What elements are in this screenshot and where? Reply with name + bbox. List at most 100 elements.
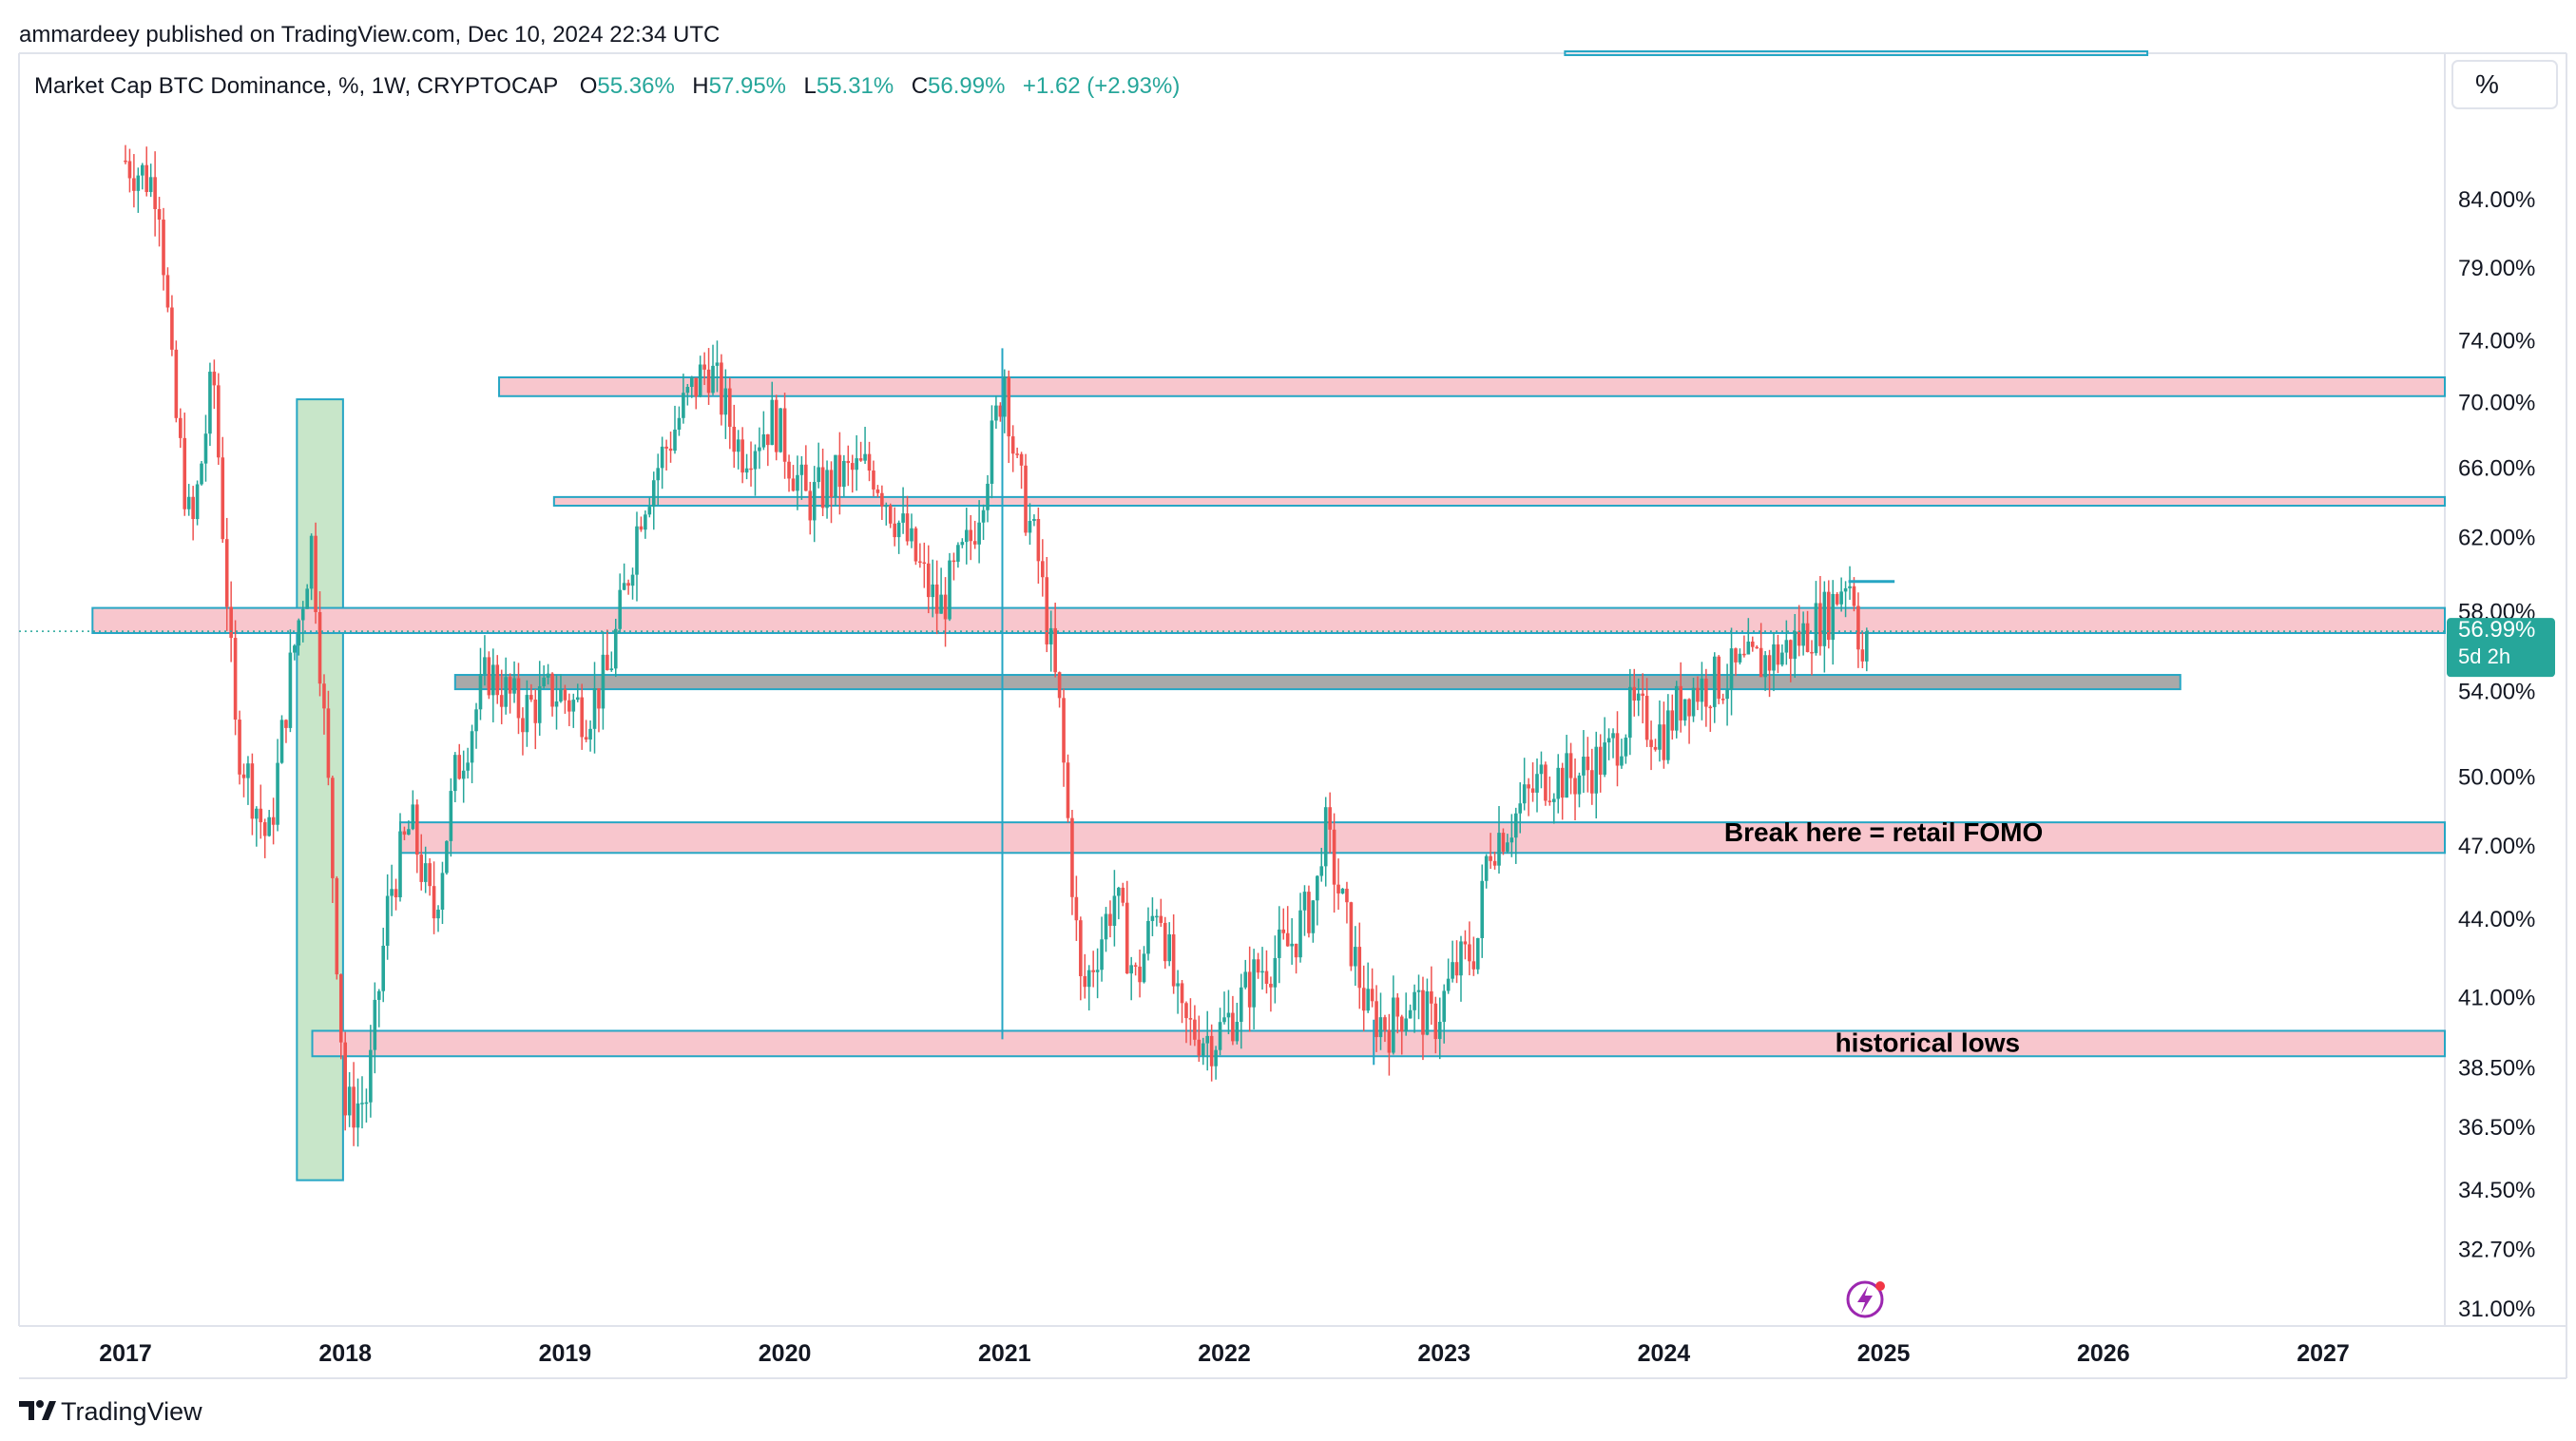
candle (212, 359, 217, 410)
candle (808, 481, 813, 535)
candle (1674, 681, 1679, 739)
candle (1180, 980, 1184, 1024)
price-tick-label: 32.70% (2458, 1237, 2535, 1262)
last-price-value: 56.99% (2458, 617, 2535, 643)
candle (1831, 580, 1836, 665)
candle (1370, 968, 1375, 1008)
candle (1843, 581, 1848, 618)
candle (440, 861, 445, 925)
candle (1273, 935, 1278, 1004)
candle (1086, 965, 1091, 1011)
candle (1565, 735, 1568, 798)
candle (626, 579, 630, 595)
candle (990, 405, 994, 499)
candle (533, 688, 538, 750)
candle (1653, 739, 1658, 752)
candle (770, 381, 775, 446)
candle (1188, 998, 1193, 1046)
candle (1311, 899, 1316, 943)
candle (1205, 1010, 1210, 1071)
published-info: ammardeey published on TradingView.com, … (19, 22, 720, 48)
lightning-icon[interactable] (1846, 1280, 1885, 1318)
candle (124, 144, 127, 164)
candle (1041, 539, 1045, 597)
time-tick-label: 2024 (1638, 1340, 1691, 1367)
candle (1586, 737, 1590, 793)
candle (174, 340, 179, 423)
candle (1281, 908, 1286, 940)
candle (896, 520, 901, 554)
candle (1307, 885, 1311, 938)
candle (855, 434, 858, 491)
candle (1100, 916, 1104, 982)
candle (271, 797, 276, 845)
candle (817, 442, 820, 489)
candle (1057, 671, 1062, 708)
scale-mode-button[interactable] (2451, 60, 2558, 109)
tradingview-logo-icon[interactable] (19, 1400, 56, 1420)
candle (449, 778, 453, 857)
candle (1628, 668, 1632, 756)
candle (1214, 1046, 1218, 1080)
candle (423, 846, 428, 893)
candle (1091, 951, 1095, 988)
candle (1302, 885, 1307, 936)
candle (445, 840, 449, 875)
candle (521, 707, 525, 756)
candle (1285, 906, 1290, 947)
candle (170, 295, 174, 356)
candle (1492, 851, 1497, 870)
candle (779, 408, 782, 453)
candle (635, 511, 639, 602)
candle (943, 577, 948, 647)
candle (491, 648, 495, 722)
candle (1028, 503, 1032, 546)
candle (1590, 748, 1594, 805)
candle (910, 513, 913, 548)
candle (1721, 693, 1725, 704)
candle (647, 497, 652, 518)
candle (516, 663, 521, 735)
candle (508, 673, 512, 714)
candle (1003, 369, 1007, 433)
candle (1074, 875, 1079, 941)
ohlc-legend: Market Cap BTC Dominance, %, 1W, CRYPTOC… (34, 73, 1180, 99)
candle (1827, 580, 1831, 649)
candle (977, 500, 981, 564)
candle (888, 503, 893, 528)
candle (1260, 947, 1264, 990)
candle (1459, 935, 1463, 1002)
candle (407, 820, 411, 836)
time-axis[interactable]: 2017 2018 2019 2020 2021 2022 2023 2024 2025 2026… (99, 1340, 2350, 1367)
candle (1349, 901, 1354, 971)
price-axis[interactable]: 84.00%79.00%74.00%70.00%66.00%62.00%58.0… (2458, 187, 2535, 1322)
candle (782, 393, 787, 479)
candle (208, 362, 212, 447)
candle (1780, 644, 1784, 667)
candle (478, 647, 483, 720)
candle (736, 430, 740, 470)
price-tick-label: 38.50% (2458, 1055, 2535, 1081)
candle (1691, 678, 1696, 722)
candle (293, 644, 297, 661)
candle (495, 655, 500, 704)
candle (1430, 966, 1433, 1026)
candle (964, 508, 969, 565)
candle (338, 973, 343, 1060)
candle (1383, 1014, 1387, 1043)
candle (926, 545, 931, 614)
candle (1725, 663, 1729, 726)
candle (233, 620, 238, 736)
candle (1048, 610, 1053, 672)
candle (986, 474, 990, 523)
candle (998, 402, 1003, 422)
close-value: 56.99% (928, 73, 1005, 99)
candle (732, 404, 737, 469)
candle (1019, 452, 1024, 490)
price-tick-label: 79.00% (2458, 256, 2535, 281)
candle (305, 584, 309, 609)
annotations-layer: Break here = retail FOMO historical lows (1724, 817, 2043, 1057)
time-tick-label: 2020 (759, 1340, 812, 1367)
candle (1340, 888, 1345, 894)
